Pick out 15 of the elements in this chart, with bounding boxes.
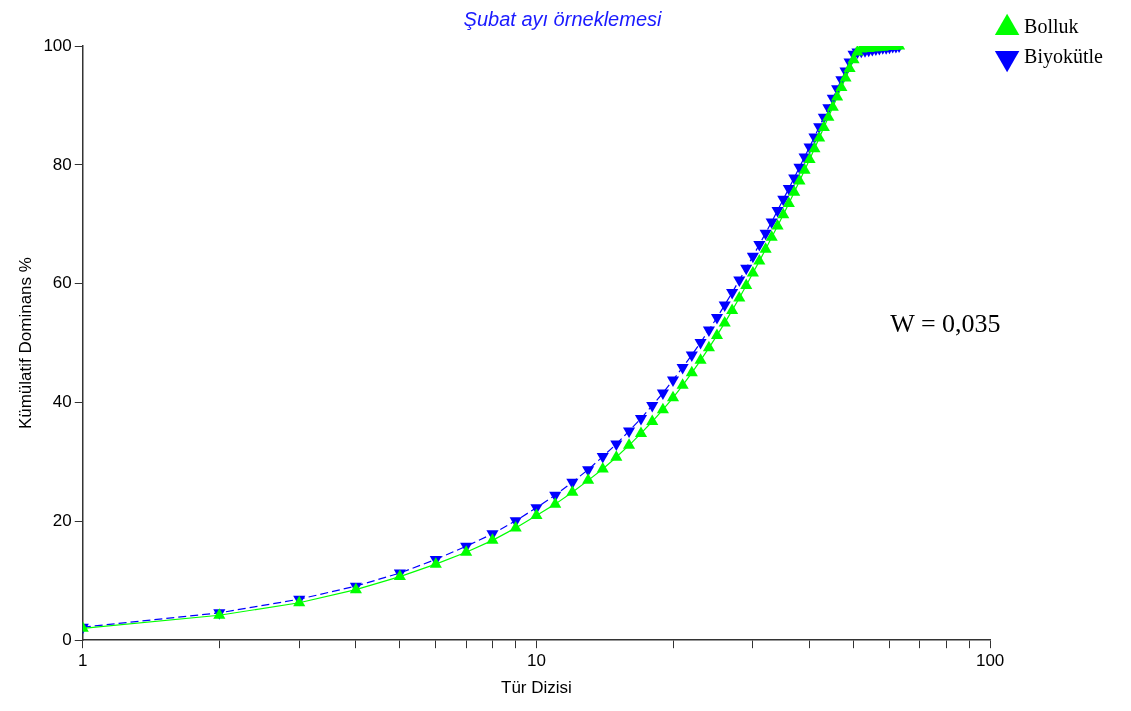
x-axis-title: Tür Dizisi bbox=[501, 678, 572, 698]
y-axis-title: Kümülatif Dominans % bbox=[15, 257, 35, 430]
legend-label: Biyokütle bbox=[1024, 45, 1104, 69]
y-tick-label: 100 bbox=[43, 35, 72, 55]
x-tick-label: 100 bbox=[975, 651, 1005, 671]
y-tick-label: 0 bbox=[62, 629, 72, 649]
y-tick-label: 60 bbox=[52, 273, 72, 293]
legend-label: Bolluk bbox=[1024, 15, 1079, 38]
y-tick-label: 40 bbox=[52, 392, 72, 412]
x-tick-label: 10 bbox=[526, 651, 546, 671]
y-tick-label: 80 bbox=[52, 154, 72, 174]
annotation: W = 0,035 bbox=[890, 309, 1001, 339]
y-tick-label: 20 bbox=[52, 511, 72, 531]
x-tick-label: 1 bbox=[78, 651, 88, 671]
chart-title: Şubat ayı örneklemesi bbox=[463, 7, 662, 30]
